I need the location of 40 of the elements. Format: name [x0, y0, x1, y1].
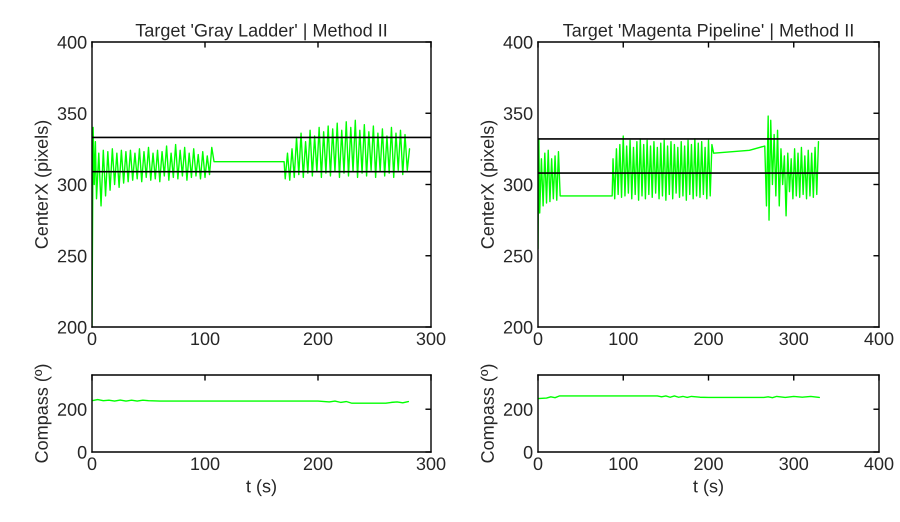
x-tick-label: 0 — [534, 332, 542, 346]
x-tick-label: 300 — [416, 457, 446, 470]
y-tick-label: 250 — [504, 250, 532, 262]
y-tick-label: 200 — [58, 403, 86, 416]
y-tick-label: 0 — [78, 446, 86, 459]
x-axis-title: t (s) — [693, 479, 723, 496]
x-tick-label: 200 — [304, 457, 332, 470]
y-tick-label: 200 — [58, 320, 86, 334]
x-tick-label: 200 — [694, 457, 723, 470]
x-tick-label: 0 — [534, 457, 542, 470]
x-axis-title: t (s) — [246, 479, 276, 496]
x-tick-label: 300 — [779, 332, 808, 346]
y-tick-label: 350 — [58, 107, 86, 120]
y-axis-title: Compass (º) — [480, 364, 498, 463]
x-tick-label: 100 — [610, 457, 638, 470]
x-tick-label: 100 — [610, 332, 638, 346]
y-tick-label: 300 — [58, 178, 86, 192]
y-tick-label: 0 — [524, 446, 532, 459]
x-tick-label: 100 — [191, 332, 220, 346]
y-axis-title: Compass (º) — [34, 364, 52, 463]
x-tick-label: 400 — [864, 457, 894, 470]
chart-title: Target 'Gray Ladder' | Method II — [136, 23, 386, 40]
y-tick-label: 400 — [57, 36, 86, 49]
x-tick-label: 200 — [304, 332, 332, 346]
x-tick-label: 400 — [864, 332, 894, 346]
x-tick-label: 200 — [694, 332, 723, 346]
y-tick-label: 400 — [503, 36, 532, 49]
y-tick-label: 300 — [504, 178, 532, 192]
x-tick-label: 0 — [88, 332, 96, 346]
y-tick-label: 250 — [58, 250, 86, 262]
y-tick-label: 200 — [504, 403, 532, 416]
chart-title: Target 'Magenta Pipeline' | Method II — [563, 23, 853, 40]
y-tick-label: 350 — [504, 107, 532, 120]
y-axis-title: CenterX (pixels) — [34, 120, 52, 248]
y-axis-title: CenterX (pixels) — [480, 120, 498, 248]
y-tick-label: 200 — [504, 320, 532, 334]
x-tick-label: 300 — [779, 457, 808, 470]
x-tick-label: 100 — [191, 457, 220, 470]
x-tick-label: 0 — [88, 457, 96, 470]
x-tick-label: 300 — [416, 332, 446, 346]
